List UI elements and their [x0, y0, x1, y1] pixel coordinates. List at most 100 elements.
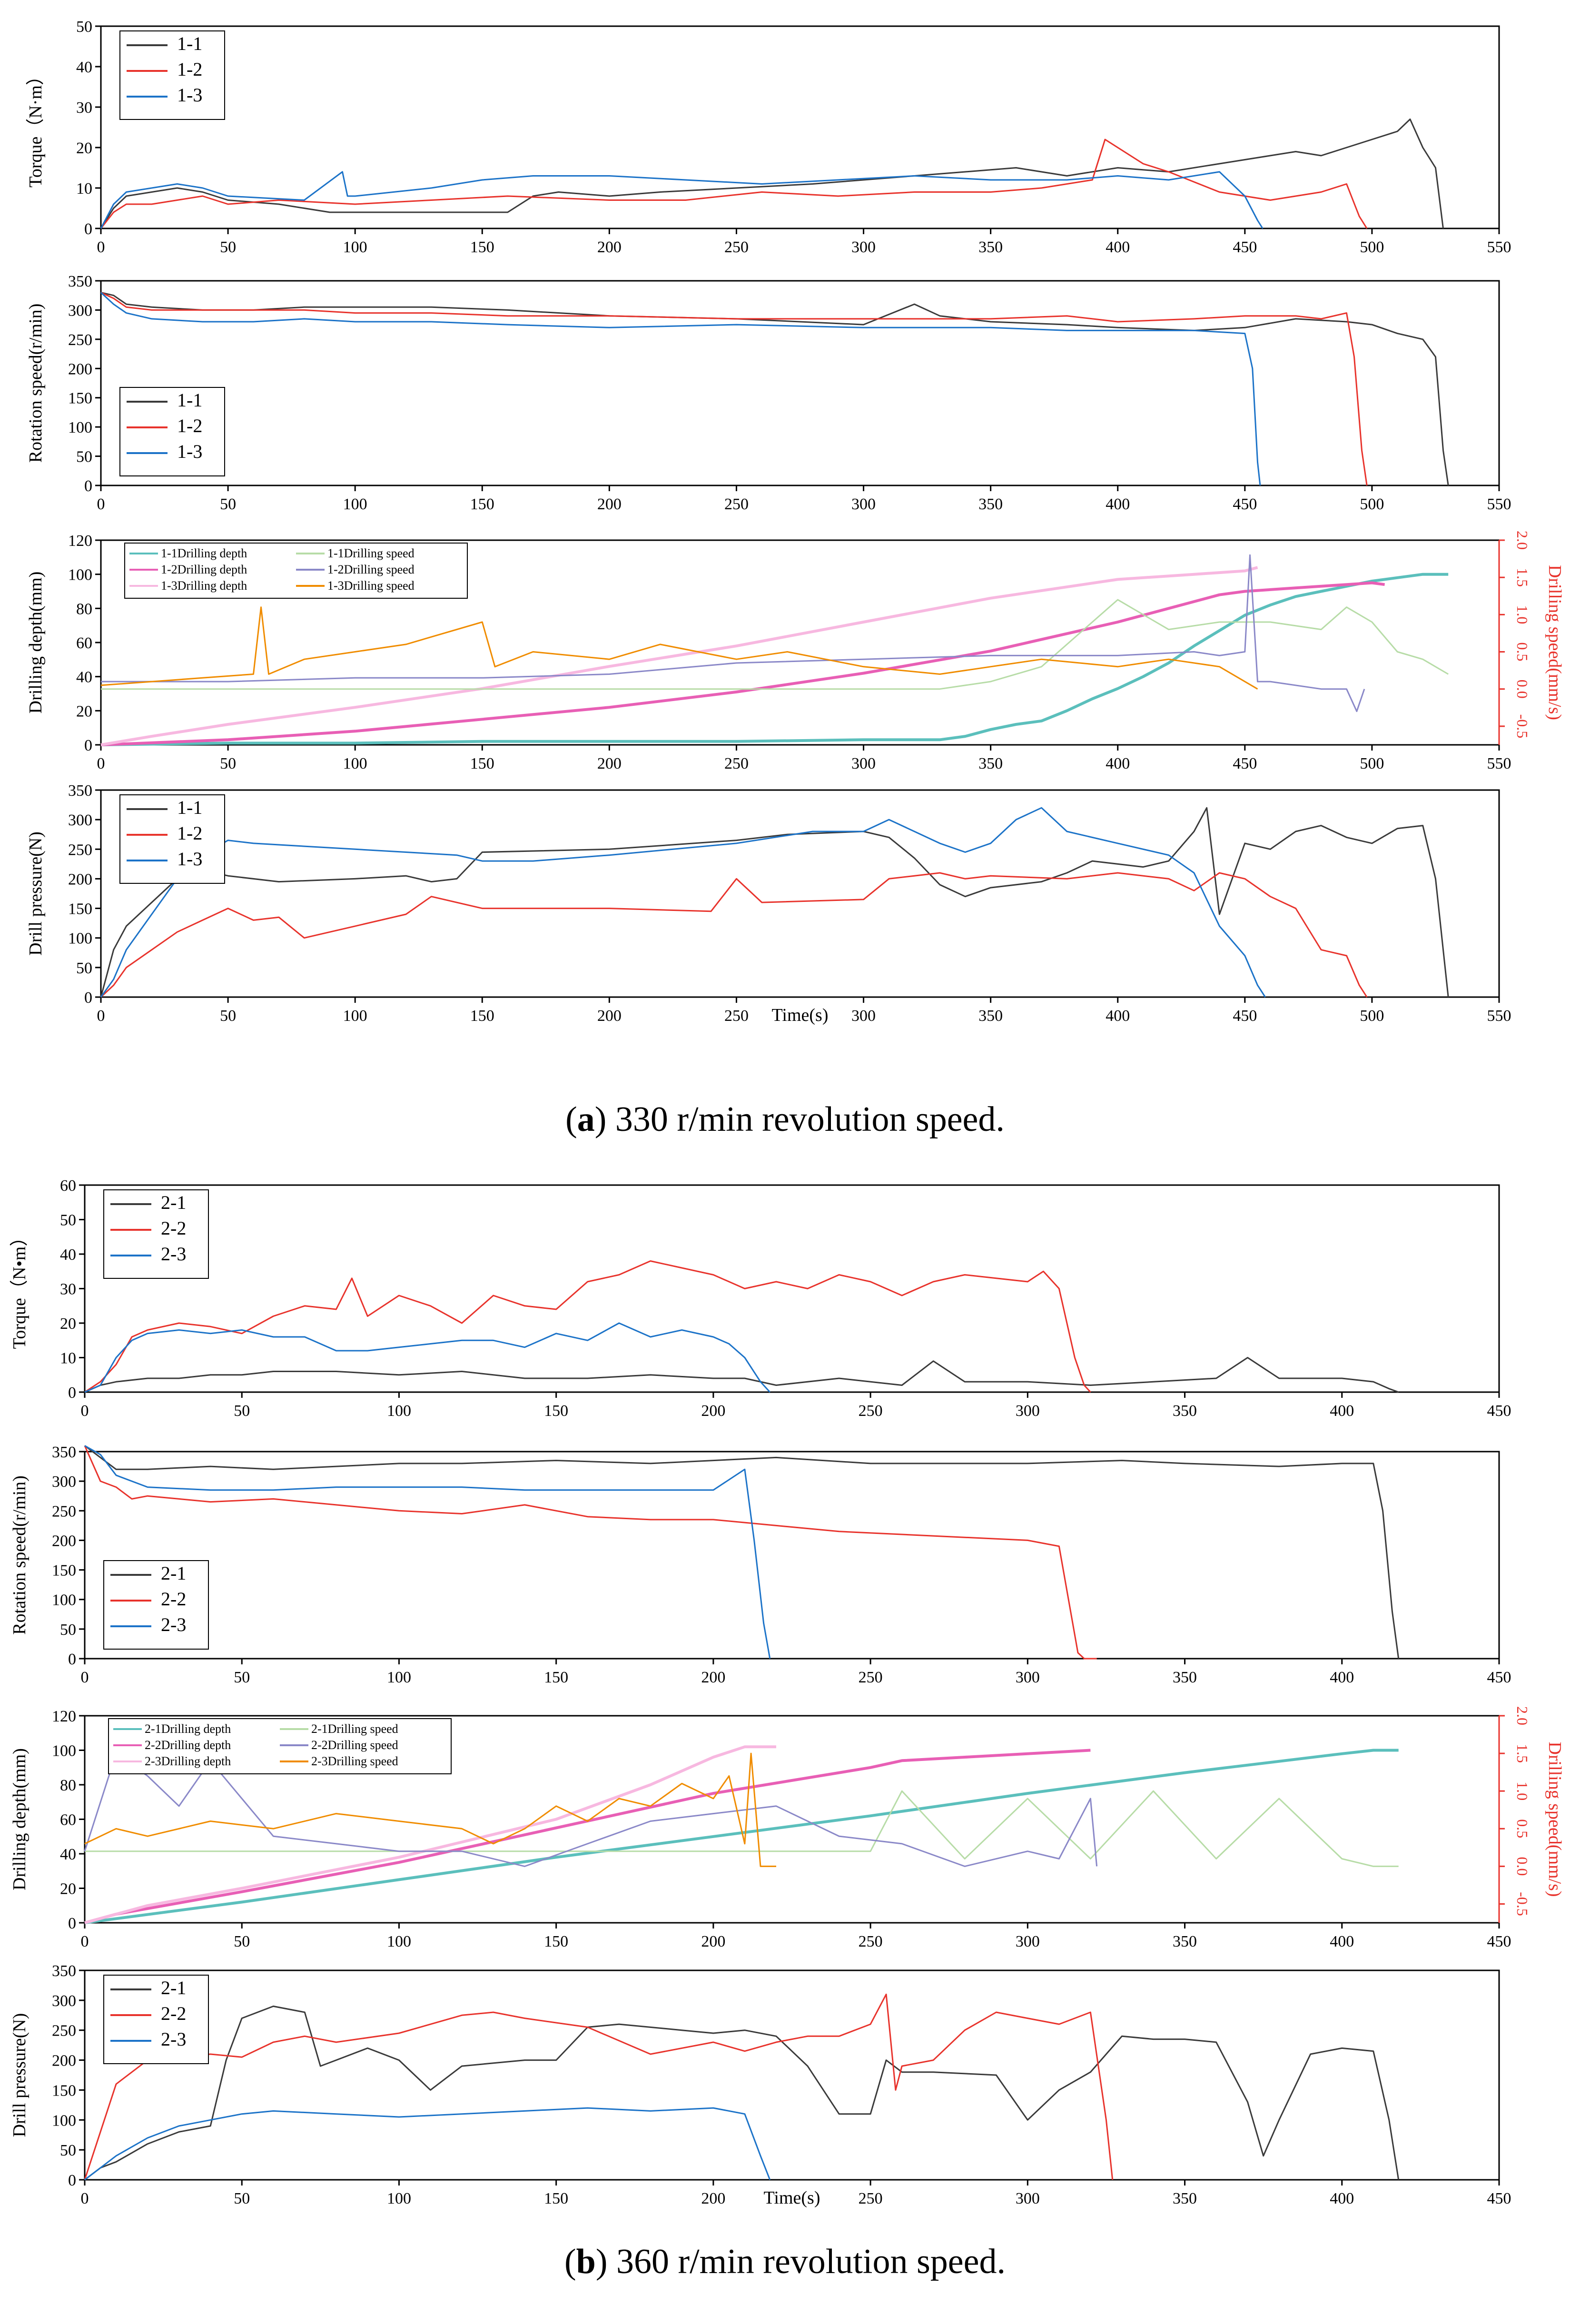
- chart-a3: 0 50 100 150 200 250 300 350 400 450 500 550 0 20 40 60…: [26, 531, 1565, 772]
- x-tick-label: 350: [1173, 1402, 1197, 1420]
- series-line-2-3: [84, 1322, 770, 1393]
- y-tick-label: 40: [76, 59, 92, 76]
- legend-box: [119, 794, 225, 884]
- legend-label: 1-1Drilling depth: [161, 546, 247, 560]
- x-tick-label: 200: [597, 755, 622, 772]
- caption-a-text: 330 r/min revolution speed.: [606, 1100, 1005, 1139]
- y2-tick-label: 0.0: [1514, 680, 1531, 699]
- y-tick-label: 250: [52, 2022, 76, 2040]
- legend-label: 2-1: [161, 1563, 186, 1584]
- x-tick-label: 400: [1330, 1669, 1354, 1686]
- legend: 2-1 2-2 2-3: [103, 1975, 209, 2064]
- plot-frame: [84, 1184, 1500, 1393]
- series-line-1-1: [100, 119, 1444, 229]
- x-tick-label: 200: [701, 1933, 725, 1950]
- y-tick-label: 50: [76, 18, 92, 36]
- series-line-2-3: [84, 1445, 771, 1659]
- series-line-2-2drilling-depth: [84, 1749, 1091, 1924]
- series-line-1-1drilling-speed: [101, 599, 1449, 690]
- legend: 2-1 2-2 2-3: [103, 1560, 209, 1650]
- y-tick-label: 80: [76, 600, 92, 618]
- y2-tick-label: 1.0: [1514, 605, 1531, 624]
- y2-tick-label: 1.0: [1514, 1781, 1531, 1800]
- legend: 1-1Drilling depth 1-2Drilling depth 1-3Dri…: [124, 543, 468, 599]
- legend-label: 1-2: [177, 822, 202, 844]
- x-tick-label: 550: [1487, 755, 1511, 772]
- legend-label: 1-3Drilling depth: [161, 579, 247, 593]
- plot-frame: [100, 789, 1500, 998]
- y-tick-label: 100: [68, 566, 92, 584]
- legend: 1-1 1-2 1-3: [119, 30, 225, 120]
- y-tick-label: 0: [84, 737, 92, 754]
- chart-a4: 0 50 100 150 200 250 300 350 400 450 500 550 0 50 100 1…: [26, 782, 1511, 1025]
- y2-tick-label: -0.5: [1514, 1892, 1531, 1916]
- x-tick-label: 400: [1330, 1933, 1354, 1950]
- x-tick-label: 50: [220, 238, 236, 256]
- series-line-1-2: [100, 292, 1368, 486]
- legend-label: 1-2: [177, 415, 202, 436]
- y-tick-label: 200: [68, 870, 92, 888]
- x-axis-label: Time(s): [764, 2188, 820, 2208]
- x-tick-label: 150: [470, 495, 494, 513]
- x-tick-label: 200: [701, 1402, 725, 1420]
- y2-tick-label: 0.0: [1514, 1857, 1531, 1876]
- x-tick-label: 150: [470, 1007, 494, 1025]
- x-tick-label: 400: [1106, 755, 1130, 772]
- y-tick-label: 100: [68, 419, 92, 436]
- y-axis-label: Rotation speed(r/min): [10, 1475, 30, 1635]
- legend-box: [119, 30, 225, 120]
- series-line-1-2drilling-depth: [100, 581, 1385, 746]
- x-tick-label: 250: [859, 1402, 883, 1420]
- plot-frame: [100, 280, 1500, 486]
- x-tick-label: 300: [1016, 1669, 1040, 1686]
- y-tick-label: 50: [60, 2142, 76, 2159]
- x-tick-label: 350: [978, 495, 1003, 513]
- y-tick-label: 0: [68, 1651, 76, 1668]
- series-line-2-1: [84, 1357, 1399, 1393]
- y2-tick-label: 0.5: [1514, 643, 1531, 662]
- x-axis-label: Time(s): [772, 1005, 829, 1025]
- legend-box: [119, 387, 225, 476]
- x-tick-label: 50: [234, 1669, 250, 1686]
- legend-box: [103, 1560, 209, 1650]
- x-tick-label: 0: [81, 1402, 89, 1420]
- x-tick-label: 150: [544, 2190, 568, 2207]
- series-line-1-3drilling-speed: [100, 606, 1258, 690]
- x-tick-label: 300: [1016, 1933, 1040, 1950]
- x-tick-label: 400: [1106, 1007, 1130, 1025]
- caption-b: (b) 360 r/min revolution speed.: [564, 2242, 1006, 2281]
- x-tick-label: 500: [1360, 495, 1384, 513]
- x-tick-label: 250: [724, 755, 749, 772]
- y-tick-label: 250: [68, 331, 92, 349]
- legend-label: 2-1Drilling speed: [311, 1722, 398, 1736]
- legend-label: 2-2: [161, 1588, 186, 1610]
- legend-label: 2-3: [161, 2028, 186, 2050]
- y-tick-label: 50: [76, 448, 92, 466]
- chart-b2: 0 50 100 150 200 250 300 350 400 450 0 50 100 150 200 2…: [10, 1444, 1511, 1686]
- y2-tick-label: 1.5: [1514, 568, 1531, 587]
- x-tick-label: 0: [81, 2190, 89, 2207]
- y-tick-label: 250: [52, 1503, 76, 1520]
- legend: 2-1 2-2 2-3: [103, 1189, 209, 1279]
- series-line-1-3: [100, 807, 1266, 998]
- y-axis-label: Torque（N•m）: [10, 1228, 30, 1349]
- chart-b4: 0 50 100 150 200 250 300 350 400 450 0 50 100 150 200 2…: [10, 1962, 1511, 2208]
- y-tick-label: 300: [68, 811, 92, 829]
- x-tick-label: 350: [978, 755, 1003, 772]
- legend-label: 1-1: [177, 33, 202, 54]
- y-tick-label: 300: [52, 1473, 76, 1491]
- x-tick-label: 100: [387, 2190, 411, 2207]
- y-tick-label: 100: [68, 930, 92, 948]
- chart-a2: 0 50 100 150 200 250 300 350 400 450 500 550 0 50 100 1…: [26, 273, 1511, 513]
- x-tick-label: 100: [343, 238, 367, 256]
- series-line-2-1: [84, 2005, 1400, 2181]
- x-tick-label: 450: [1233, 755, 1257, 772]
- legend: 1-1 1-2 1-3: [119, 794, 225, 884]
- x-tick-label: 0: [97, 1007, 105, 1025]
- y-tick-label: 20: [60, 1315, 76, 1333]
- series-line-2-1drilling-depth: [84, 1749, 1399, 1924]
- x-tick-label: 100: [343, 1007, 367, 1025]
- legend-box: [103, 1975, 209, 2064]
- y2-tick-label: -0.5: [1514, 714, 1531, 739]
